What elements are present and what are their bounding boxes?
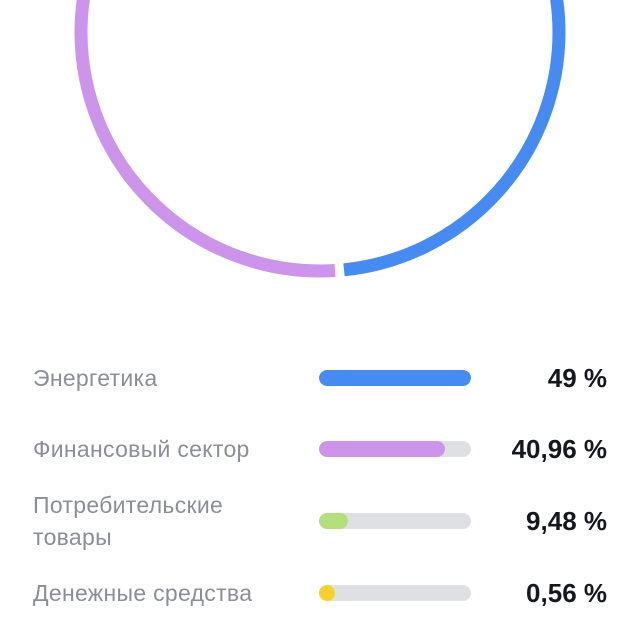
legend-label: Денежные средства [33, 580, 253, 606]
legend-value: 49 % [547, 363, 607, 393]
progress-bar [319, 370, 471, 386]
donut-segment-energy-top[interactable] [490, 0, 566, 33]
progress-bar [319, 585, 471, 601]
donut-segment-energy[interactable] [343, 31, 566, 277]
donut-segment-finance[interactable] [74, 0, 336, 278]
legend-value: 0,56 % [526, 578, 607, 608]
legend-label-line2: товары [33, 524, 112, 550]
progress-fill [319, 441, 446, 457]
progress-bar [319, 441, 471, 457]
legend-value: 40,96 % [511, 434, 607, 464]
donut-chart [74, 0, 566, 278]
legend-label-line1: Потребительские [33, 492, 224, 518]
progress-bar [319, 513, 471, 529]
progress-fill [319, 585, 335, 601]
legend-value: 9,48 % [526, 506, 607, 536]
legend-label: Финансовый сектор [33, 436, 250, 462]
progress-fill [319, 370, 471, 386]
legend-label: Энергетика [33, 365, 158, 391]
progress-fill [319, 513, 348, 529]
